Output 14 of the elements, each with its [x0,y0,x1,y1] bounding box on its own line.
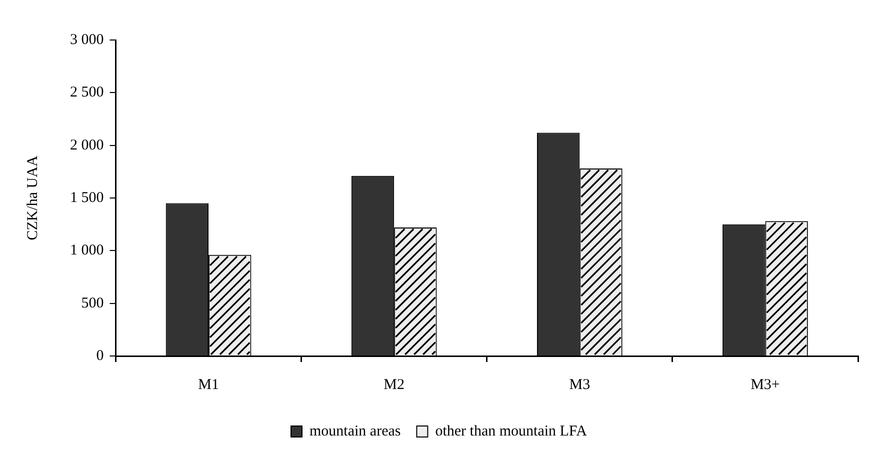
x-tick-label: M3 [569,376,590,393]
legend-label: other than mountain LFA [435,423,588,440]
y-tick-label: 1 000 [70,242,104,259]
y-tick-label: 3 000 [70,32,104,48]
x-tick-label: M2 [384,376,405,393]
legend-label: mountain areas [310,423,401,440]
y-axis-title: CZK/ha UAA [24,156,41,240]
y-tick-label: 1 500 [70,190,104,206]
x-tick-label: M1 [198,376,219,393]
y-tick-label: 500 [81,295,104,312]
y-tick-label: 2 500 [70,84,104,101]
y-tick-label: 0 [96,348,104,364]
y-tick-label: 2 000 [70,137,104,154]
x-tick-label: M3+ [750,376,780,393]
